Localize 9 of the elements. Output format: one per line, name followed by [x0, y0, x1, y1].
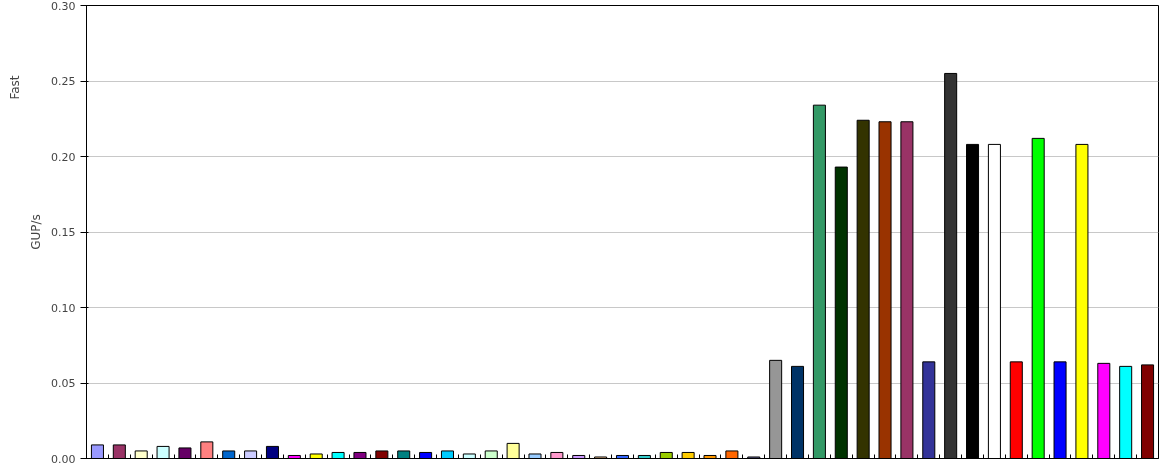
y-tick-label: 0.10: [51, 301, 76, 315]
y-axis-title: GUP/s: [29, 214, 44, 250]
y-tick-label: 0.30: [51, 0, 76, 13]
y-tick-label: 0.25: [51, 75, 76, 88]
text: Fast: [7, 75, 22, 100]
y-tick-label: 0.00: [51, 452, 76, 466]
y-tick-label: 0.05: [51, 377, 76, 390]
y-tick-label: 0.20: [51, 150, 76, 164]
y-tick-label: 0.15: [51, 226, 76, 239]
